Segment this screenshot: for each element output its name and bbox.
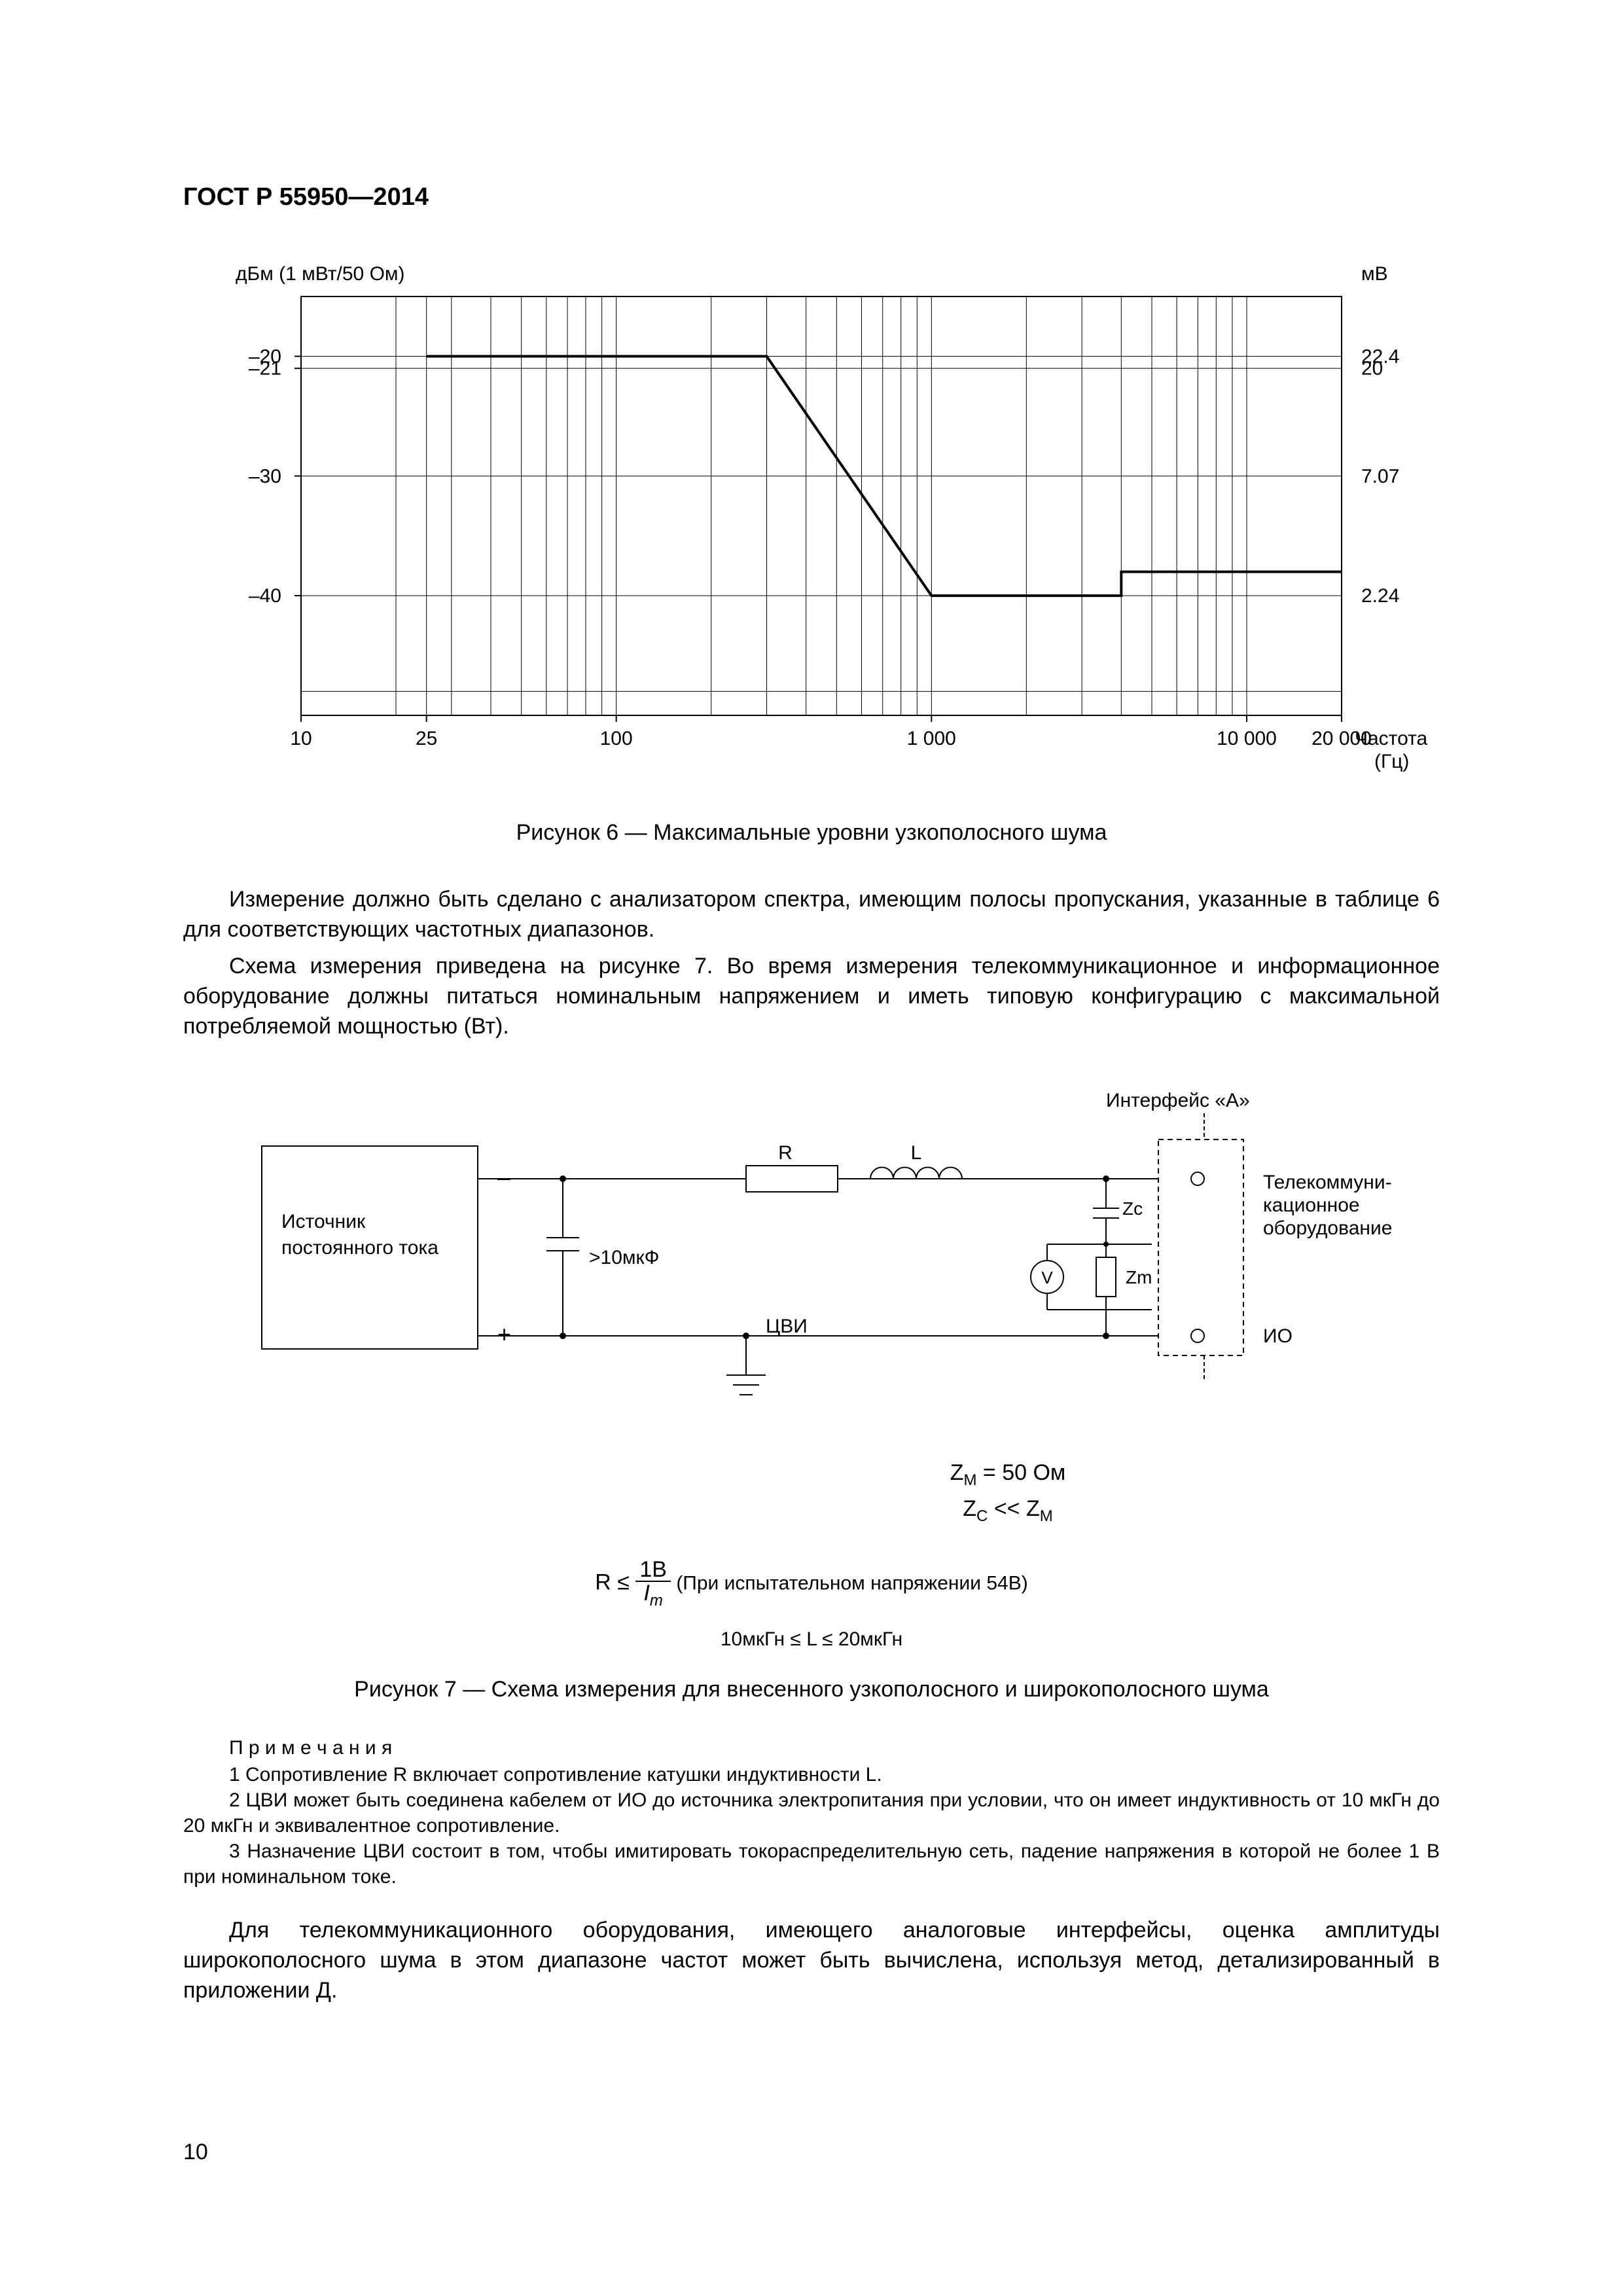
- svg-text:Телекоммуни-: Телекоммуни-: [1263, 1172, 1392, 1193]
- eq-r-num: 1В: [635, 1558, 671, 1582]
- figure-7-circuit: Источник постоянного тока – + >10мкФ R L ЦВИ Инт…: [183, 1074, 1440, 1441]
- eq-zc-sub2: M: [1040, 1507, 1053, 1525]
- note-1: 1 Сопротивление R включает сопротивление…: [183, 1762, 1440, 1787]
- svg-text:7.07: 7.07: [1361, 465, 1399, 487]
- svg-text:Zc: Zc: [1122, 1198, 1143, 1219]
- svg-text:25: 25: [416, 728, 437, 749]
- svg-text:кационное: кационное: [1263, 1194, 1360, 1216]
- eq-r-pre: R ≤: [595, 1570, 635, 1594]
- eq-zm-Z: Z: [950, 1460, 964, 1485]
- chart6-svg: –20–21–30–4022.4207.072.2410251001 00010…: [183, 251, 1440, 787]
- svg-text:Zm: Zm: [1126, 1267, 1152, 1287]
- paragraph-3: Для телекоммуникационного оборудования, …: [183, 1916, 1440, 2006]
- figure-7-caption: Рисунок 7 — Схема измерения для внесенно…: [183, 1677, 1440, 1702]
- paragraph-1: Измерение должно быть сделано с анализат…: [183, 885, 1440, 945]
- svg-text:2.24: 2.24: [1361, 585, 1399, 607]
- eq-zc-mid: << Z: [988, 1496, 1039, 1521]
- svg-text:–30: –30: [249, 465, 281, 487]
- svg-text:R: R: [778, 1142, 793, 1164]
- svg-text:1 000: 1 000: [907, 728, 956, 749]
- svg-text:постоянного тока: постоянного тока: [281, 1237, 438, 1259]
- svg-text:Источник: Источник: [281, 1211, 366, 1232]
- page: ГОСТ Р 55950—2014 –20–21–30–4022.4207.07…: [0, 0, 1623, 2296]
- svg-text:оборудование: оборудование: [1263, 1217, 1392, 1239]
- notes-title: П р и м е ч а н и я: [183, 1735, 1440, 1761]
- svg-text:10: 10: [290, 728, 312, 749]
- eq-r-denom-sub: m: [650, 1592, 663, 1609]
- svg-text:–40: –40: [249, 585, 281, 607]
- svg-text:–: –: [497, 1164, 510, 1191]
- svg-text:дБм (1 мВт/50 Ом): дБм (1 мВт/50 Ом): [236, 263, 405, 285]
- svg-text:–21: –21: [249, 358, 281, 380]
- note-3: 3 Назначение ЦВИ состоит в том, чтобы им…: [183, 1839, 1440, 1890]
- paragraph-2: Схема измерения приведена на рисунке 7. …: [183, 952, 1440, 1042]
- svg-text:L: L: [911, 1142, 922, 1164]
- notes-title-text: П р и м е ч а н и я: [229, 1737, 392, 1759]
- equation-r: R ≤ 1В Im (При испытательном напряжении …: [183, 1558, 1440, 1609]
- document-header: ГОСТ Р 55950—2014: [183, 183, 1440, 211]
- circuit-svg: Источник постоянного тока – + >10мкФ R L ЦВИ Инт…: [223, 1074, 1400, 1441]
- svg-text:>10мкФ: >10мкФ: [589, 1247, 659, 1268]
- page-number: 10: [183, 2140, 208, 2165]
- eq-r-denom: I: [643, 1581, 649, 1605]
- svg-text:Интерфейс «А»: Интерфейс «А»: [1106, 1090, 1250, 1111]
- equation-zm: ZM = 50 Ом: [183, 1460, 1440, 1490]
- svg-text:(Гц): (Гц): [1374, 751, 1409, 772]
- svg-text:10 000: 10 000: [1217, 728, 1277, 749]
- eq-zc-sub: C: [976, 1507, 988, 1525]
- svg-text:20: 20: [1361, 358, 1383, 380]
- svg-text:100: 100: [600, 728, 633, 749]
- eq-zc-Z: Z: [963, 1496, 976, 1521]
- equation-zc: ZC << ZM: [183, 1496, 1440, 1526]
- figure-6-caption: Рисунок 6 — Максимальные уровни узкополо…: [183, 820, 1440, 846]
- eq-r-note: (При испытательном напряжении 54В): [671, 1572, 1028, 1594]
- eq-zm-sub: M: [963, 1471, 976, 1489]
- svg-text:ИО: ИО: [1263, 1325, 1293, 1347]
- equation-l: 10мкГн ≤ L ≤ 20мкГн: [183, 1628, 1440, 1651]
- figure-6-chart: –20–21–30–4022.4207.072.2410251001 00010…: [183, 251, 1440, 787]
- note-2: 2 ЦВИ может быть соединена кабелем от ИО…: [183, 1787, 1440, 1839]
- svg-text:ЦВИ: ЦВИ: [766, 1316, 808, 1337]
- svg-text:Частота: Частота: [1355, 728, 1428, 749]
- svg-text:+: +: [497, 1321, 511, 1348]
- svg-text:V: V: [1041, 1268, 1053, 1287]
- eq-zm-rest: = 50 Ом: [976, 1460, 1065, 1485]
- svg-text:мВ: мВ: [1361, 263, 1388, 285]
